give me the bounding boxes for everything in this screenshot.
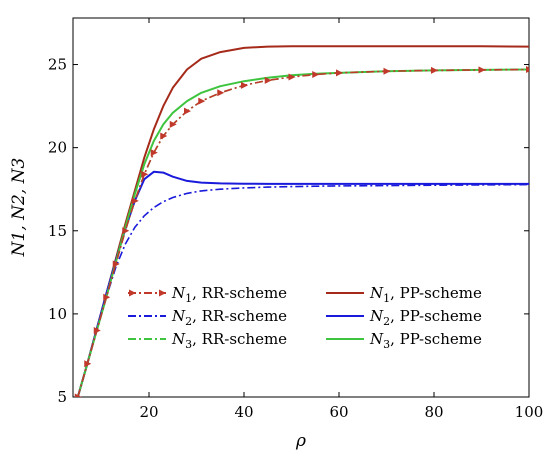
legend-subscript: 2 xyxy=(185,315,192,328)
series-layer xyxy=(74,45,529,397)
legend-label-5: N3, PP-scheme xyxy=(369,330,482,351)
x-tick-label: 100 xyxy=(515,403,544,421)
legend-var: N xyxy=(171,330,186,348)
series-marker-0 xyxy=(169,120,177,128)
y-tick-label: 15 xyxy=(48,222,67,240)
series-marker-0 xyxy=(74,393,82,397)
y-tick-label: 20 xyxy=(48,139,67,157)
legend-var: N xyxy=(171,307,186,325)
legend-subscript: 3 xyxy=(383,338,390,351)
legend-var: N xyxy=(369,284,384,302)
series-marker-0 xyxy=(478,66,486,74)
legend-suffix: , PP-scheme xyxy=(390,330,482,348)
legend-var: N xyxy=(369,307,384,325)
y-tick-label: 10 xyxy=(48,305,67,323)
y-tick-label: 5 xyxy=(57,388,67,406)
axis-ticks: 20 40 60 80 100 5 10 15 20 25 xyxy=(48,18,543,421)
legend-subscript: 1 xyxy=(383,292,390,305)
series-marker-0 xyxy=(312,71,320,79)
legend-suffix: , PP-scheme xyxy=(390,307,482,325)
x-axis-label: ρ xyxy=(295,431,306,451)
series-marker-0 xyxy=(103,293,111,301)
legend-label-3: N1, PP-scheme xyxy=(369,284,482,305)
series-marker-0 xyxy=(241,81,248,89)
legend-label-2: N3, RR-scheme xyxy=(171,330,287,351)
y-tick-label: 25 xyxy=(48,56,67,74)
legend-suffix: , RR-scheme xyxy=(192,330,287,348)
series-marker-0 xyxy=(431,66,438,74)
x-tick-label: 20 xyxy=(139,403,158,421)
series-marker-0 xyxy=(217,89,225,97)
series-marker-0 xyxy=(112,260,120,268)
series-marker-0 xyxy=(526,66,529,74)
legend-label-0: N1, RR-scheme xyxy=(171,284,287,305)
legend-var: N xyxy=(369,330,384,348)
series-marker-0 xyxy=(141,170,149,178)
series-marker-0 xyxy=(150,149,158,157)
legend-suffix: , RR-scheme xyxy=(192,307,287,325)
legend-var: N xyxy=(171,284,186,302)
series-marker-0 xyxy=(122,227,130,235)
series-marker-0 xyxy=(131,197,139,205)
series-marker-0 xyxy=(336,69,343,77)
x-tick-label: 40 xyxy=(234,403,253,421)
legend-marker-0 xyxy=(129,289,136,297)
legend-marker-0 xyxy=(159,289,166,297)
series-marker-0 xyxy=(288,73,296,81)
x-tick-label: 80 xyxy=(424,403,443,421)
series-marker-0 xyxy=(198,97,206,105)
plot-frame xyxy=(72,17,530,398)
x-tick-label: 60 xyxy=(329,403,348,421)
series-marker-0 xyxy=(93,327,101,335)
legend-label-1: N2, RR-scheme xyxy=(171,307,287,328)
legend-subscript: 3 xyxy=(185,338,192,351)
legend-subscript: 1 xyxy=(185,292,192,305)
legend-suffix: , PP-scheme xyxy=(390,284,482,302)
series-marker-0 xyxy=(264,76,272,84)
legend-label-4: N2, PP-scheme xyxy=(369,307,482,328)
series-marker-0 xyxy=(383,67,391,75)
legend-suffix: , RR-scheme xyxy=(192,284,287,302)
y-axis-label: N1, N2, N3 xyxy=(9,158,29,258)
legend-subscript: 2 xyxy=(383,315,390,328)
series-marker-0 xyxy=(160,132,168,140)
series-marker-0 xyxy=(184,107,191,115)
series-marker-0 xyxy=(84,360,92,368)
